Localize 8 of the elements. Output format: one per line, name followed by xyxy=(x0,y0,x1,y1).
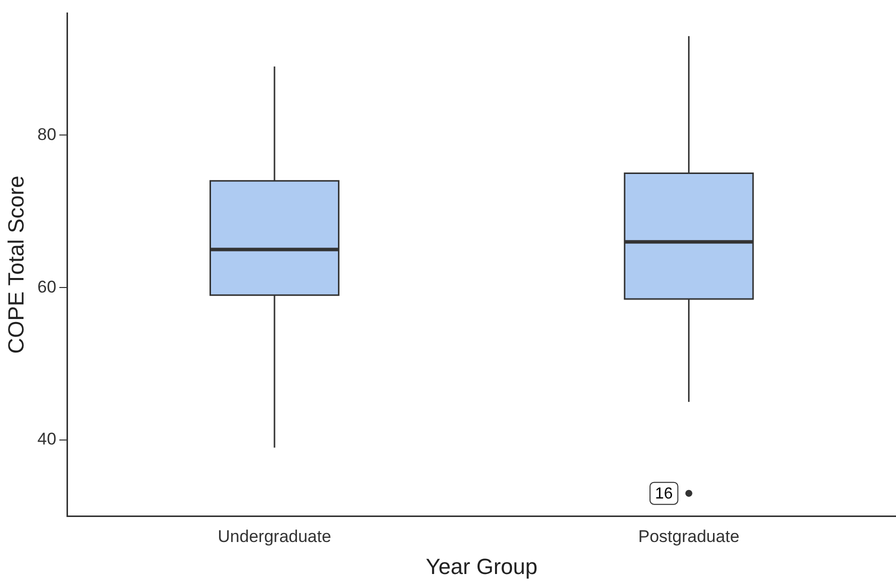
x-axis-title: Year Group xyxy=(426,554,538,579)
x-tick-label: Undergraduate xyxy=(218,527,332,546)
x-tick-label: Postgraduate xyxy=(638,527,740,546)
y-tick-label: 40 xyxy=(37,430,56,449)
y-axis-title: COPE Total Score xyxy=(3,176,28,354)
annotation: 16 xyxy=(655,486,673,503)
y-tick-label: 80 xyxy=(37,124,56,144)
y-tick-label: 60 xyxy=(37,277,56,296)
